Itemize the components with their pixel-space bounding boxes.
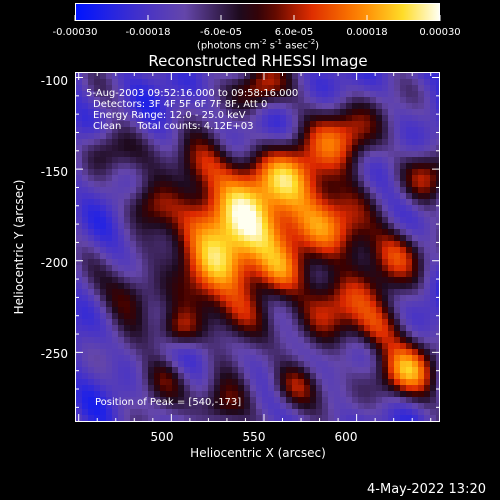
- annotation-peak-position: Position of Peak = [540,-173]: [95, 397, 242, 408]
- y-axis-label: Heliocentric Y (arcsec): [12, 179, 26, 315]
- x-axis-label: Heliocentric X (arcsec): [190, 446, 326, 460]
- colorbar-unit-label: (photons cm-2 s-1 asec-2): [196, 38, 320, 52]
- x-tick-label: 500: [150, 430, 174, 444]
- colorbar-tick-label: 6.0e-05: [274, 27, 314, 38]
- plot-title: Reconstructed RHESSI Image: [148, 52, 368, 70]
- x-tick-label: 600: [334, 430, 358, 444]
- annotation-detectors: Detectors: 3F 4F 5F 6F 7F 8F, Att 0: [93, 99, 268, 110]
- colorbar-tick-label: -0.00030: [52, 27, 98, 38]
- annotation-time-range: 5-Aug-2003 09:52:16.000 to 09:58:16.000: [86, 88, 299, 99]
- y-tick-label: -250: [40, 347, 68, 361]
- colorbar-tick-label: -0.00018: [125, 27, 171, 38]
- colorbar: [75, 3, 440, 21]
- y-tick-label: -100: [40, 74, 68, 88]
- annotation-clean-counts: Clean Total counts: 4.12E+03: [93, 121, 254, 132]
- colorbar-tick-label: 0.00030: [419, 27, 461, 38]
- x-tick-label: 550: [242, 430, 266, 444]
- y-tick-label: -150: [40, 165, 68, 179]
- timestamp: 4-May-2022 13:20: [367, 482, 486, 497]
- colorbar-tick-label: 0.00018: [346, 27, 388, 38]
- annotation-energy-range: Energy Range: 12.0 - 25.0 keV: [93, 110, 246, 121]
- y-tick-label: -200: [40, 256, 68, 270]
- colorbar-tick-label: -6.0e-05: [200, 27, 242, 38]
- image-plot: 5-Aug-2003 09:52:16.000 to 09:58:16.000 …: [75, 72, 440, 422]
- flux-image: [76, 73, 439, 421]
